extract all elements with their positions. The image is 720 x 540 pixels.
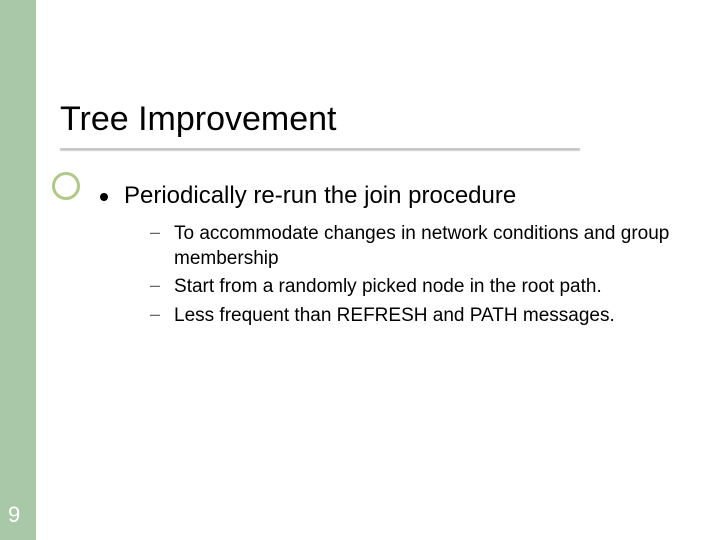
dash-icon: – <box>150 275 160 296</box>
sub-bullet-item: – Start from a randomly picked node in t… <box>150 275 670 300</box>
dash-icon: – <box>150 222 160 243</box>
slide: Tree Improvement Periodically re-run the… <box>0 0 720 540</box>
title-underline <box>60 148 580 150</box>
main-bullet-text: Periodically re-run the join procedure <box>124 182 516 210</box>
dash-icon: – <box>150 304 160 325</box>
main-bullet: Periodically re-run the join procedure <box>100 182 516 210</box>
sub-bullet-text: Less frequent than REFRESH and PATH mess… <box>174 304 615 329</box>
slide-title: Tree Improvement <box>60 100 337 139</box>
sub-bullet-text: To accommodate changes in network condit… <box>174 222 670 271</box>
sub-bullet-item: – To accommodate changes in network cond… <box>150 222 670 271</box>
sub-bullet-item: – Less frequent than REFRESH and PATH me… <box>150 304 670 329</box>
bullet-dot-icon <box>100 193 108 201</box>
sub-bullet-text: Start from a randomly picked node in the… <box>174 275 602 300</box>
sub-bullet-list: – To accommodate changes in network cond… <box>150 222 670 333</box>
sidebar-accent <box>0 0 36 540</box>
accent-circle-icon <box>52 172 80 200</box>
page-number: 9 <box>8 502 20 528</box>
